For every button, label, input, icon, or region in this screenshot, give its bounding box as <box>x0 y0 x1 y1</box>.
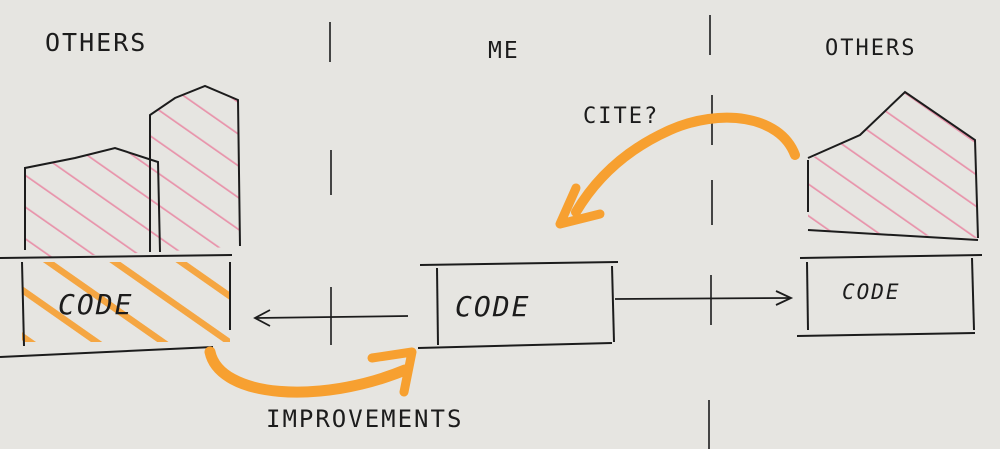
left-code-box <box>0 254 233 358</box>
header-others-left: OTHERS <box>45 28 148 57</box>
cite-arrow <box>555 112 800 229</box>
header-me: ME <box>488 38 520 64</box>
code-label-left: CODE <box>58 288 134 321</box>
left-buildings <box>24 84 241 258</box>
column-divider-right <box>708 15 713 449</box>
code-label-right: CODE <box>842 280 901 304</box>
header-others-right: OTHERS <box>825 36 917 61</box>
cite-annotation: CITE? <box>583 104 660 129</box>
code-label-center: CODE <box>455 290 531 323</box>
right-building <box>807 90 979 241</box>
arrow-me-to-right <box>614 290 794 306</box>
improvements-arrow <box>204 346 417 398</box>
right-code-box <box>796 254 983 337</box>
column-divider-left <box>329 22 332 345</box>
center-code-box <box>417 261 619 349</box>
arrow-me-to-left <box>253 309 409 327</box>
improvements-annotation: IMPROVEMENTS <box>266 405 464 433</box>
